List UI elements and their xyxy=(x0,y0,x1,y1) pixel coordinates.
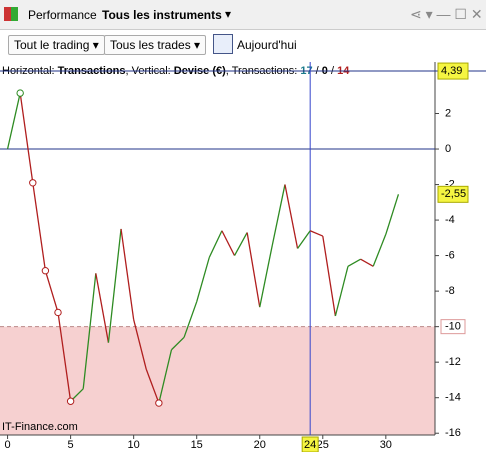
cursor-label: 24 xyxy=(304,439,316,451)
segment xyxy=(6,92,21,150)
segment xyxy=(309,230,324,237)
segment xyxy=(259,244,273,308)
segment xyxy=(297,230,311,249)
value-box xyxy=(437,185,469,203)
segment xyxy=(19,92,34,183)
y-tick-label: -10 xyxy=(445,321,461,333)
segment xyxy=(145,369,160,404)
period[interactable]: Aujourd'hui xyxy=(237,38,297,52)
segment xyxy=(372,234,387,267)
segment xyxy=(360,258,374,267)
y-tick-label: -14 xyxy=(445,392,461,404)
segment xyxy=(284,184,299,249)
segment xyxy=(183,301,198,338)
y-tick-label: 0 xyxy=(445,143,451,155)
value-box xyxy=(437,62,469,80)
segment xyxy=(32,182,47,271)
filter-trades[interactable]: Tous les trades ▾ xyxy=(104,35,207,55)
segment xyxy=(95,273,110,343)
x-tick-label: 15 xyxy=(191,439,203,451)
x-tick-label: 30 xyxy=(380,439,392,451)
point-marker xyxy=(29,179,37,187)
zone xyxy=(0,326,435,435)
segment xyxy=(347,258,361,267)
segment xyxy=(385,194,400,235)
segment xyxy=(322,235,337,317)
y-tick-label: -2 xyxy=(445,178,455,190)
segment xyxy=(44,270,59,313)
segment xyxy=(246,232,261,308)
y-tick-label: 2 xyxy=(445,107,451,119)
x-tick-label: 0 xyxy=(5,439,11,451)
segment xyxy=(196,257,210,302)
segment xyxy=(107,228,122,343)
x-tick-label: 20 xyxy=(254,439,266,451)
watermark: IT-Finance.com xyxy=(2,421,78,433)
x-tick-label: 25 xyxy=(317,439,329,451)
segment xyxy=(271,184,286,246)
segment xyxy=(221,230,236,256)
cursor-box xyxy=(301,436,319,452)
calendar-icon[interactable] xyxy=(213,34,233,54)
tick-box xyxy=(440,319,466,335)
point-marker xyxy=(155,399,163,407)
label: Tous les trades xyxy=(110,38,191,52)
point-marker xyxy=(16,89,24,97)
window-controls[interactable]: ⋖ ▾ — ☐ ✕ xyxy=(410,6,483,22)
label: Tout le trading xyxy=(14,38,90,52)
segment xyxy=(171,336,185,351)
segment xyxy=(133,319,147,370)
segment xyxy=(233,232,248,256)
y-tick-label: -12 xyxy=(445,356,461,368)
segment xyxy=(120,228,135,320)
segment xyxy=(57,312,72,402)
filter-trading[interactable]: Tout le trading ▾ xyxy=(8,35,105,55)
toolbar: Performance Tous les instruments ▾ ⋖ ▾ —… xyxy=(0,0,486,30)
point-marker xyxy=(54,308,62,317)
tab[interactable]: Performance xyxy=(28,8,97,22)
value-label: -2,55 xyxy=(441,188,466,200)
y-tick-label: -16 xyxy=(445,427,461,439)
x-tick-label: 5 xyxy=(68,439,74,451)
point-marker xyxy=(66,397,75,405)
y-tick-label: -6 xyxy=(445,250,455,262)
segment xyxy=(334,266,349,317)
segment xyxy=(158,349,173,404)
icon xyxy=(4,7,18,21)
x-tick-label: 10 xyxy=(128,439,140,451)
segment xyxy=(208,230,223,258)
segment xyxy=(82,273,97,389)
y-tick-label: -8 xyxy=(445,285,455,297)
value-label: 4,39 xyxy=(441,65,462,77)
chart: Horizontal: Transactions, Vertical: Devi… xyxy=(0,62,486,452)
point-marker xyxy=(41,267,50,275)
y-tick-label: -4 xyxy=(445,214,455,226)
instrument-select[interactable]: Tous les instruments xyxy=(102,8,222,22)
